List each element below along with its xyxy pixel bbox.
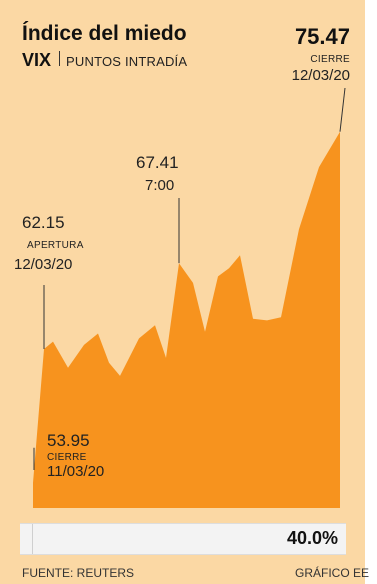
chart-title: Índice del miedo	[22, 22, 187, 45]
label-apertura-text: APERTURA	[27, 240, 84, 251]
vix-area	[33, 131, 340, 508]
change-bar-tick	[32, 524, 33, 554]
label-cierre-value: 75.47	[295, 24, 350, 49]
label-cierre-prev-date: 11/03/20	[47, 463, 104, 480]
connector-cierre	[339, 87, 346, 132]
change-percentage: 40.0%	[286, 528, 338, 548]
label-peak-value: 67.41	[136, 153, 179, 172]
chart-subtitle: VIX PUNTOS INTRADÍA	[22, 50, 187, 71]
subtitle-separator	[59, 51, 61, 66]
label-cierre-prev-text: CIERRE	[47, 452, 87, 463]
chart-card: Índice del miedo VIX PUNTOS INTRADÍA 53.…	[0, 0, 365, 584]
footer-source: FUENTE: REUTERS	[22, 566, 135, 580]
footer-credit: GRÁFICO EE	[294, 566, 369, 580]
change-bar: 40.0%	[20, 523, 346, 555]
label-cierre-date: 12/03/20	[292, 67, 350, 84]
label-cierre-text: CIERRE	[310, 54, 350, 65]
label-cierre-prev-value: 53.95	[47, 431, 90, 450]
label-apertura-value: 62.15	[22, 213, 65, 232]
label-apertura-date: 12/03/20	[14, 256, 72, 273]
subtitle-description: PUNTOS INTRADÍA	[66, 54, 188, 69]
label-peak-time: 7:00	[145, 177, 174, 194]
subtitle-vix: VIX	[22, 50, 52, 70]
vix-area-chart: 53.95 CIERRE 11/03/20 62.15 APERTURA 12/…	[14, 24, 350, 508]
